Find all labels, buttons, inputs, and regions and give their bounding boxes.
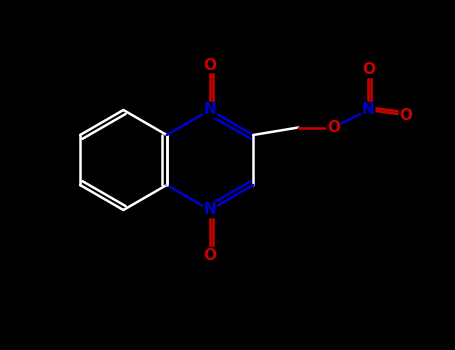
Text: O: O — [203, 247, 217, 262]
Text: N: N — [204, 103, 217, 118]
Text: O: O — [399, 107, 412, 122]
Text: O: O — [362, 63, 375, 77]
Text: O: O — [327, 120, 340, 135]
Text: O: O — [203, 57, 217, 72]
Text: N: N — [362, 103, 374, 118]
Text: N: N — [204, 203, 217, 217]
